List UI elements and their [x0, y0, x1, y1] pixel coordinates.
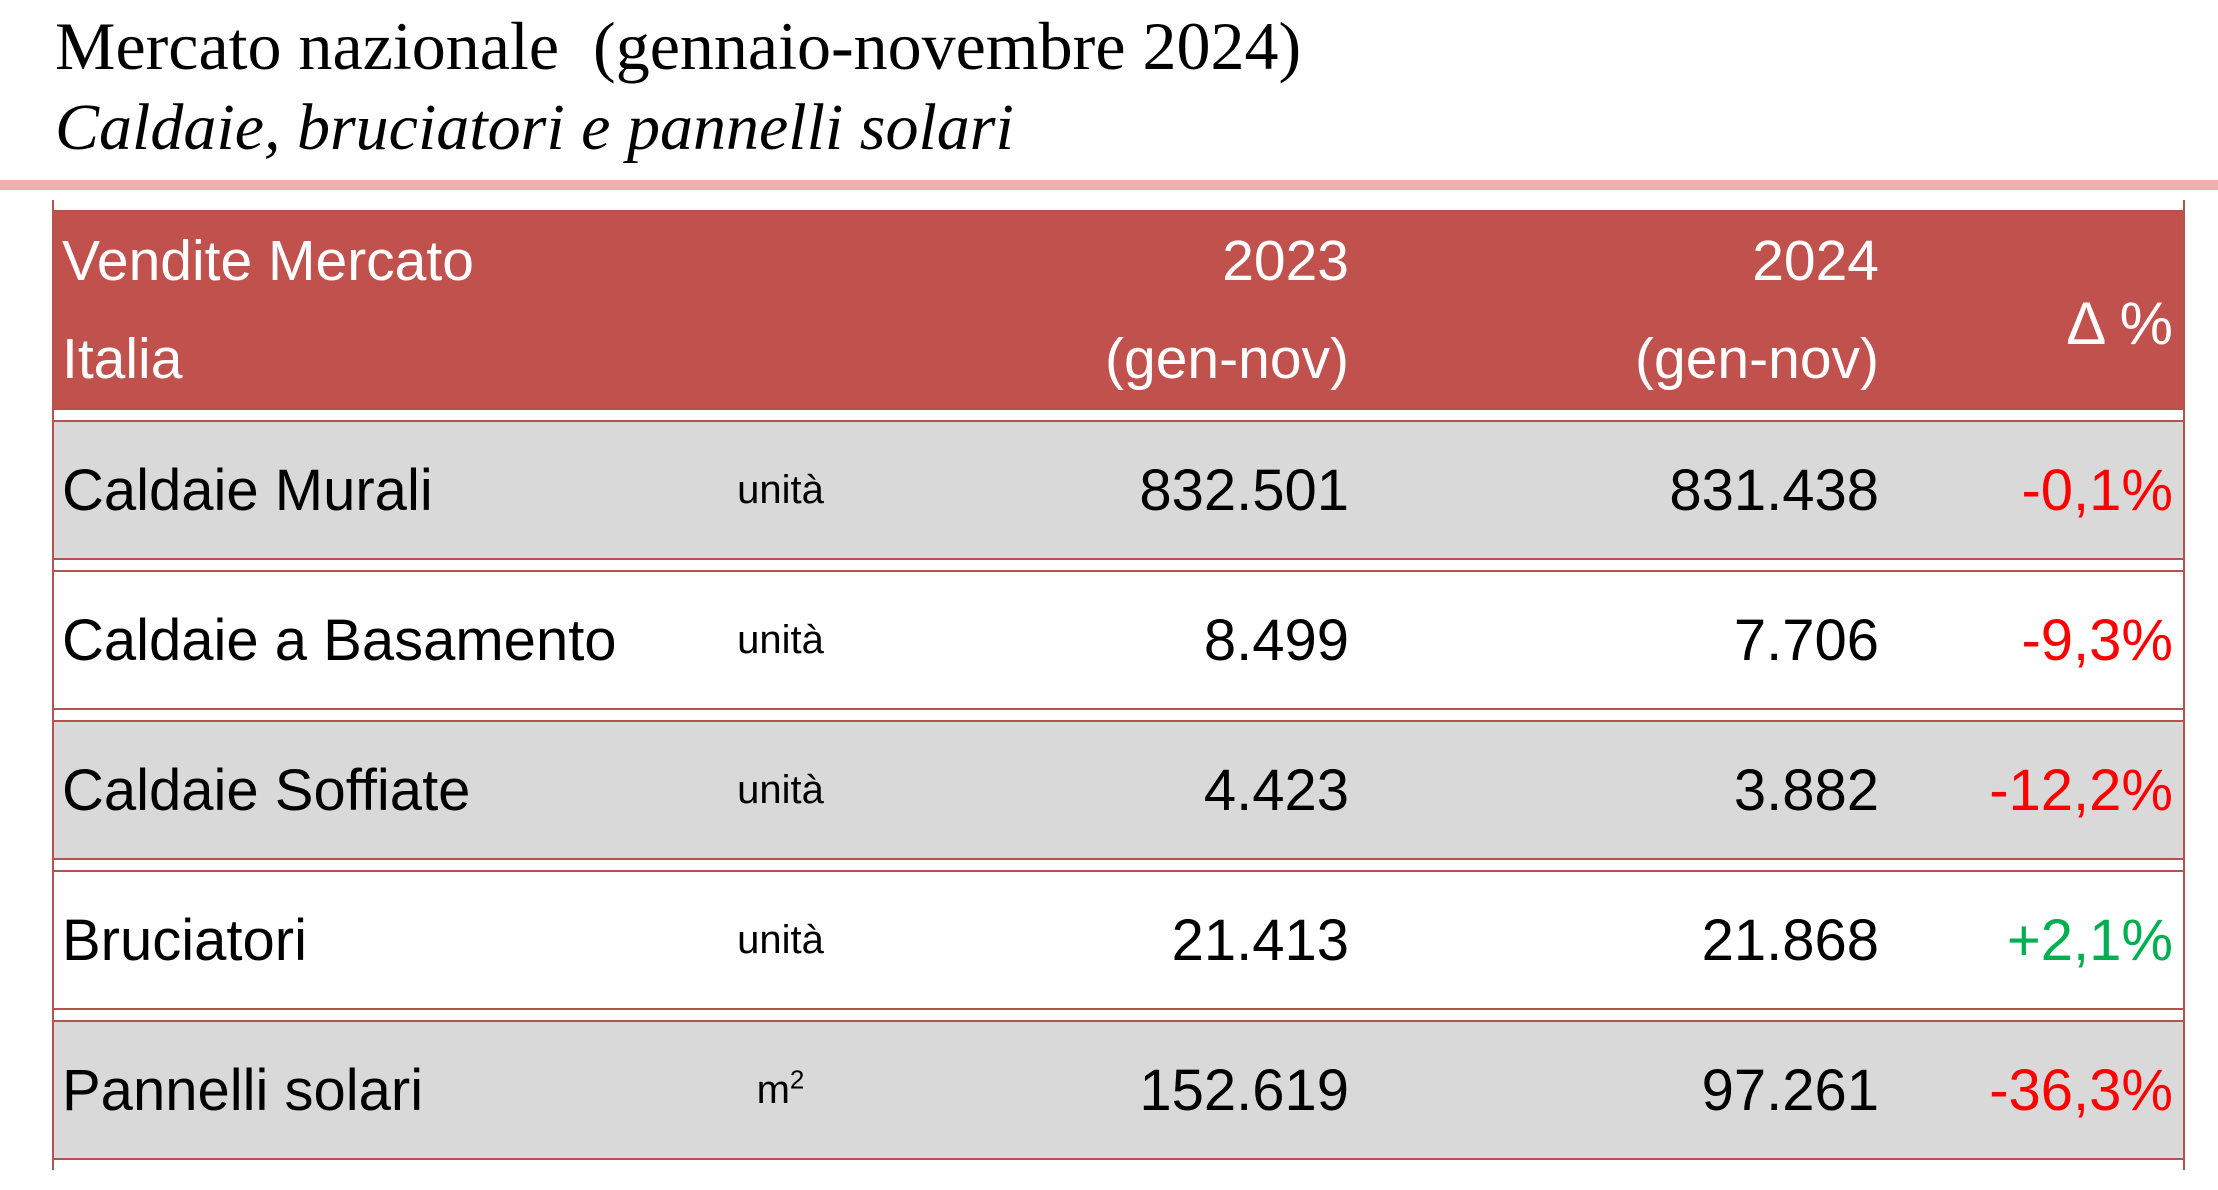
- value-2023: 152.619: [862, 1020, 1357, 1161]
- delta-percent: -12,2%: [1887, 720, 2183, 861]
- unit-label: unità: [699, 570, 862, 711]
- table-header: Vendite Mercato Italia 2023 (gen-nov) 20…: [54, 210, 2183, 411]
- header-unit-column: [699, 210, 862, 411]
- unit-label: unità: [699, 870, 862, 1011]
- value-2024: 7.706: [1357, 570, 1887, 711]
- unit-label: unità: [699, 720, 862, 861]
- value-2024: 21.868: [1357, 870, 1887, 1011]
- table-row: Bruciatori unità 21.413 21.868 +2,1%: [54, 870, 2183, 1011]
- pink-divider-rule: [0, 180, 2218, 190]
- header-label-line2: Italia: [62, 327, 183, 392]
- header-delta-percent: Δ %: [1887, 210, 2183, 411]
- header-label-line1: Vendite Mercato: [62, 229, 474, 293]
- table-row: Caldaie Murali unità 832.501 831.438 -0,1%: [54, 420, 2183, 561]
- sales-table: Vendite Mercato Italia 2023 (gen-nov) 20…: [54, 200, 2183, 1170]
- product-name: Caldaie Soffiate: [54, 720, 699, 861]
- value-2024: 3.882: [1357, 720, 1887, 861]
- header-2023: 2023 (gen-nov): [862, 210, 1357, 411]
- unit-label: m2: [699, 1020, 862, 1161]
- header-2024-period: (gen-nov): [1635, 327, 1879, 392]
- value-2024: 831.438: [1357, 420, 1887, 561]
- header-2023-period: (gen-nov): [1105, 327, 1349, 392]
- table-row: Pannelli solari m2 152.619 97.261 -36,3%: [54, 1020, 2183, 1161]
- delta-percent: -36,3%: [1887, 1020, 2183, 1161]
- header-2024: 2024 (gen-nov): [1357, 210, 1887, 411]
- delta-percent: -0,1%: [1887, 420, 2183, 561]
- value-2024: 97.261: [1357, 1020, 1887, 1161]
- header-2023-year: 2023: [1222, 229, 1349, 293]
- product-name: Bruciatori: [54, 870, 699, 1011]
- title-block: Mercato nazionale (gennaio-novembre 2024…: [55, 6, 1301, 167]
- value-2023: 8.499: [862, 570, 1357, 711]
- header-vendite-mercato-italia: Vendite Mercato Italia: [54, 210, 699, 411]
- page-title: Mercato nazionale (gennaio-novembre 2024…: [55, 8, 1302, 84]
- table-header-row: Vendite Mercato Italia 2023 (gen-nov) 20…: [54, 210, 2183, 411]
- value-2023: 4.423: [862, 720, 1357, 861]
- delta-percent: -9,3%: [1887, 570, 2183, 711]
- unit-label: unità: [699, 420, 862, 561]
- unit-superscript: 2: [789, 1064, 805, 1095]
- product-name: Caldaie a Basamento: [54, 570, 699, 711]
- delta-percent: +2,1%: [1887, 870, 2183, 1011]
- table-row: Caldaie Soffiate unità 4.423 3.882 -12,2%: [54, 720, 2183, 861]
- product-name: Caldaie Murali: [54, 420, 699, 561]
- table-row: Caldaie a Basamento unità 8.499 7.706 -9,3%: [54, 570, 2183, 711]
- value-2023: 21.413: [862, 870, 1357, 1011]
- header-2024-year: 2024: [1752, 229, 1879, 293]
- product-name: Pannelli solari: [54, 1020, 699, 1161]
- sales-table-frame: Vendite Mercato Italia 2023 (gen-nov) 20…: [52, 200, 2185, 1171]
- page-subtitle: Caldaie, bruciatori e pannelli solari: [55, 90, 1014, 164]
- value-2023: 832.501: [862, 420, 1357, 561]
- table-body: Caldaie Murali unità 832.501 831.438 -0,1% Ca…: [54, 420, 2183, 1161]
